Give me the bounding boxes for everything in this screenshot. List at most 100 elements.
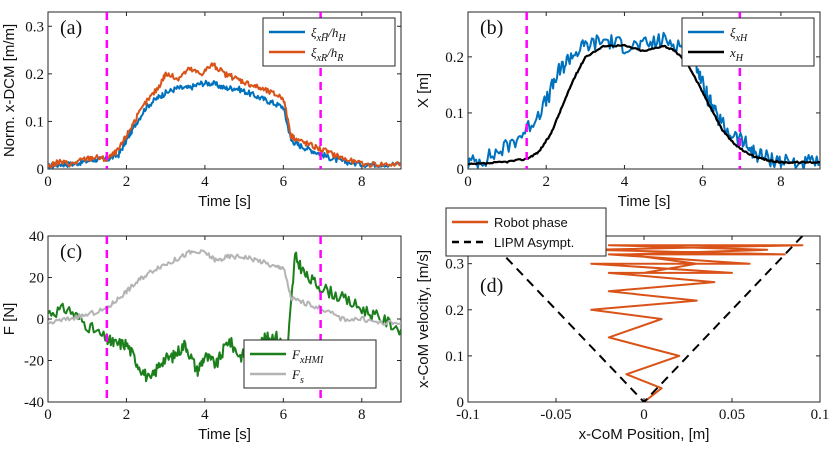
x-axis-label: Time [s] <box>198 426 251 443</box>
data-point-c-0 <box>381 318 383 320</box>
y-tick-label: 0.1 <box>25 114 44 130</box>
data-point-b-1 <box>745 151 747 153</box>
panel-label: (b) <box>480 17 503 39</box>
y-tick-label: 0 <box>37 312 45 328</box>
data-point-d-0 <box>661 318 663 320</box>
data-point-a-1 <box>345 159 347 161</box>
data-point-b-1 <box>819 162 821 164</box>
data-point-c-1 <box>67 318 69 320</box>
y-tick-label: 0.2 <box>445 303 464 319</box>
data-point-a-1 <box>310 144 312 146</box>
y-tick-label: 20 <box>29 271 44 287</box>
data-point-b-1 <box>733 143 735 145</box>
y-axis-label: x-CoM velocity, [m/s] <box>415 250 432 388</box>
data-point-a-0 <box>259 97 261 99</box>
data-point-b-1 <box>538 151 540 153</box>
series-line-a-1 <box>48 62 401 169</box>
data-point-b-1 <box>663 45 665 47</box>
data-point-c-1 <box>341 318 343 320</box>
y-tick-label: -20 <box>24 354 44 370</box>
series-line-b-0 <box>468 31 820 169</box>
data-point-b-0 <box>604 39 606 41</box>
data-point-d-1 <box>643 401 645 403</box>
data-point-a-0 <box>177 87 179 89</box>
x-tick-label: 4 <box>201 407 209 423</box>
x-tick-label: 4 <box>621 174 629 190</box>
data-point-c-0 <box>149 381 151 383</box>
data-point-c-0 <box>294 256 296 258</box>
data-point-a-1 <box>59 161 61 163</box>
data-point-a-0 <box>200 83 202 85</box>
legend-d: Robot phase LIPM Asympt. <box>445 207 607 257</box>
data-point-a-1 <box>322 149 324 151</box>
y-tick-label: 0 <box>37 162 45 178</box>
series-line-d-1 <box>484 236 804 402</box>
series-line-b-1 <box>468 43 820 166</box>
data-point-b-1 <box>698 84 700 86</box>
x-tick-label: 0 <box>44 407 52 423</box>
data-point-b-1 <box>675 51 677 53</box>
y-tick-label: 0 <box>457 162 465 178</box>
data-point-a-1 <box>165 73 167 75</box>
data-point-b-0 <box>741 140 743 142</box>
x-tick-label: 4 <box>201 174 209 190</box>
legend-label: xH <box>729 45 744 64</box>
legend-label: ξxH̅/hH <box>311 25 346 44</box>
data-point-c-0 <box>216 364 218 366</box>
data-point-c-0 <box>275 335 277 337</box>
y-tick-label: 0.2 <box>445 50 464 66</box>
data-point-c-1 <box>283 266 285 268</box>
data-point-c-0 <box>137 364 139 366</box>
data-point-c-0 <box>114 343 116 345</box>
data-point-c-0 <box>228 339 230 341</box>
data-point-c-0 <box>400 329 402 331</box>
data-point-c-1 <box>322 308 324 310</box>
data-point-a-0 <box>212 83 214 85</box>
data-point-b-0 <box>702 84 704 86</box>
data-point-b-0 <box>643 45 645 47</box>
y-tick-label: 0.3 <box>25 19 44 35</box>
data-point-d-1 <box>802 235 804 237</box>
data-point-d-0 <box>714 281 716 283</box>
data-point-c-1 <box>47 322 49 324</box>
data-point-a-1 <box>381 163 383 165</box>
x-tick-label: 2 <box>123 174 131 190</box>
series-line-c-0 <box>48 251 401 383</box>
legend-label: LIPM Asympt. <box>494 235 574 250</box>
data-point-b-0 <box>557 73 559 75</box>
data-point-d-0 <box>608 244 610 246</box>
data-point-c-0 <box>322 287 324 289</box>
series-group-c <box>47 236 402 402</box>
data-point-a-0 <box>283 106 285 108</box>
data-point-a-1 <box>298 140 300 142</box>
x-tick-label: 2 <box>542 174 550 190</box>
legend-box <box>445 207 607 257</box>
x-axis-label: Time [s] <box>618 193 671 210</box>
data-point-c-0 <box>306 277 308 279</box>
data-point-b-1 <box>624 45 626 47</box>
data-point-d-0 <box>608 337 610 339</box>
data-point-a-1 <box>71 163 73 165</box>
series-line-c-1 <box>48 249 401 326</box>
legend-label: ξxR/hR <box>311 45 343 64</box>
data-point-b-1 <box>800 162 802 164</box>
data-point-b-1 <box>585 56 587 58</box>
data-point-d-0 <box>590 263 592 265</box>
data-point-c-1 <box>86 314 88 316</box>
data-point-a-0 <box>145 106 147 108</box>
series-group-a <box>48 12 401 169</box>
data-point-a-1 <box>118 149 120 151</box>
data-point-c-1 <box>243 256 245 258</box>
data-point-c-1 <box>157 266 159 268</box>
legend-box <box>243 339 377 389</box>
series-line-a-0 <box>48 79 401 169</box>
data-point-a-1 <box>94 156 96 158</box>
data-point-b-0 <box>753 151 755 153</box>
data-point-c-0 <box>126 343 128 345</box>
series-group-b <box>468 12 821 169</box>
x-tick-label: 0 <box>640 407 648 423</box>
data-point-c-0 <box>86 324 88 326</box>
